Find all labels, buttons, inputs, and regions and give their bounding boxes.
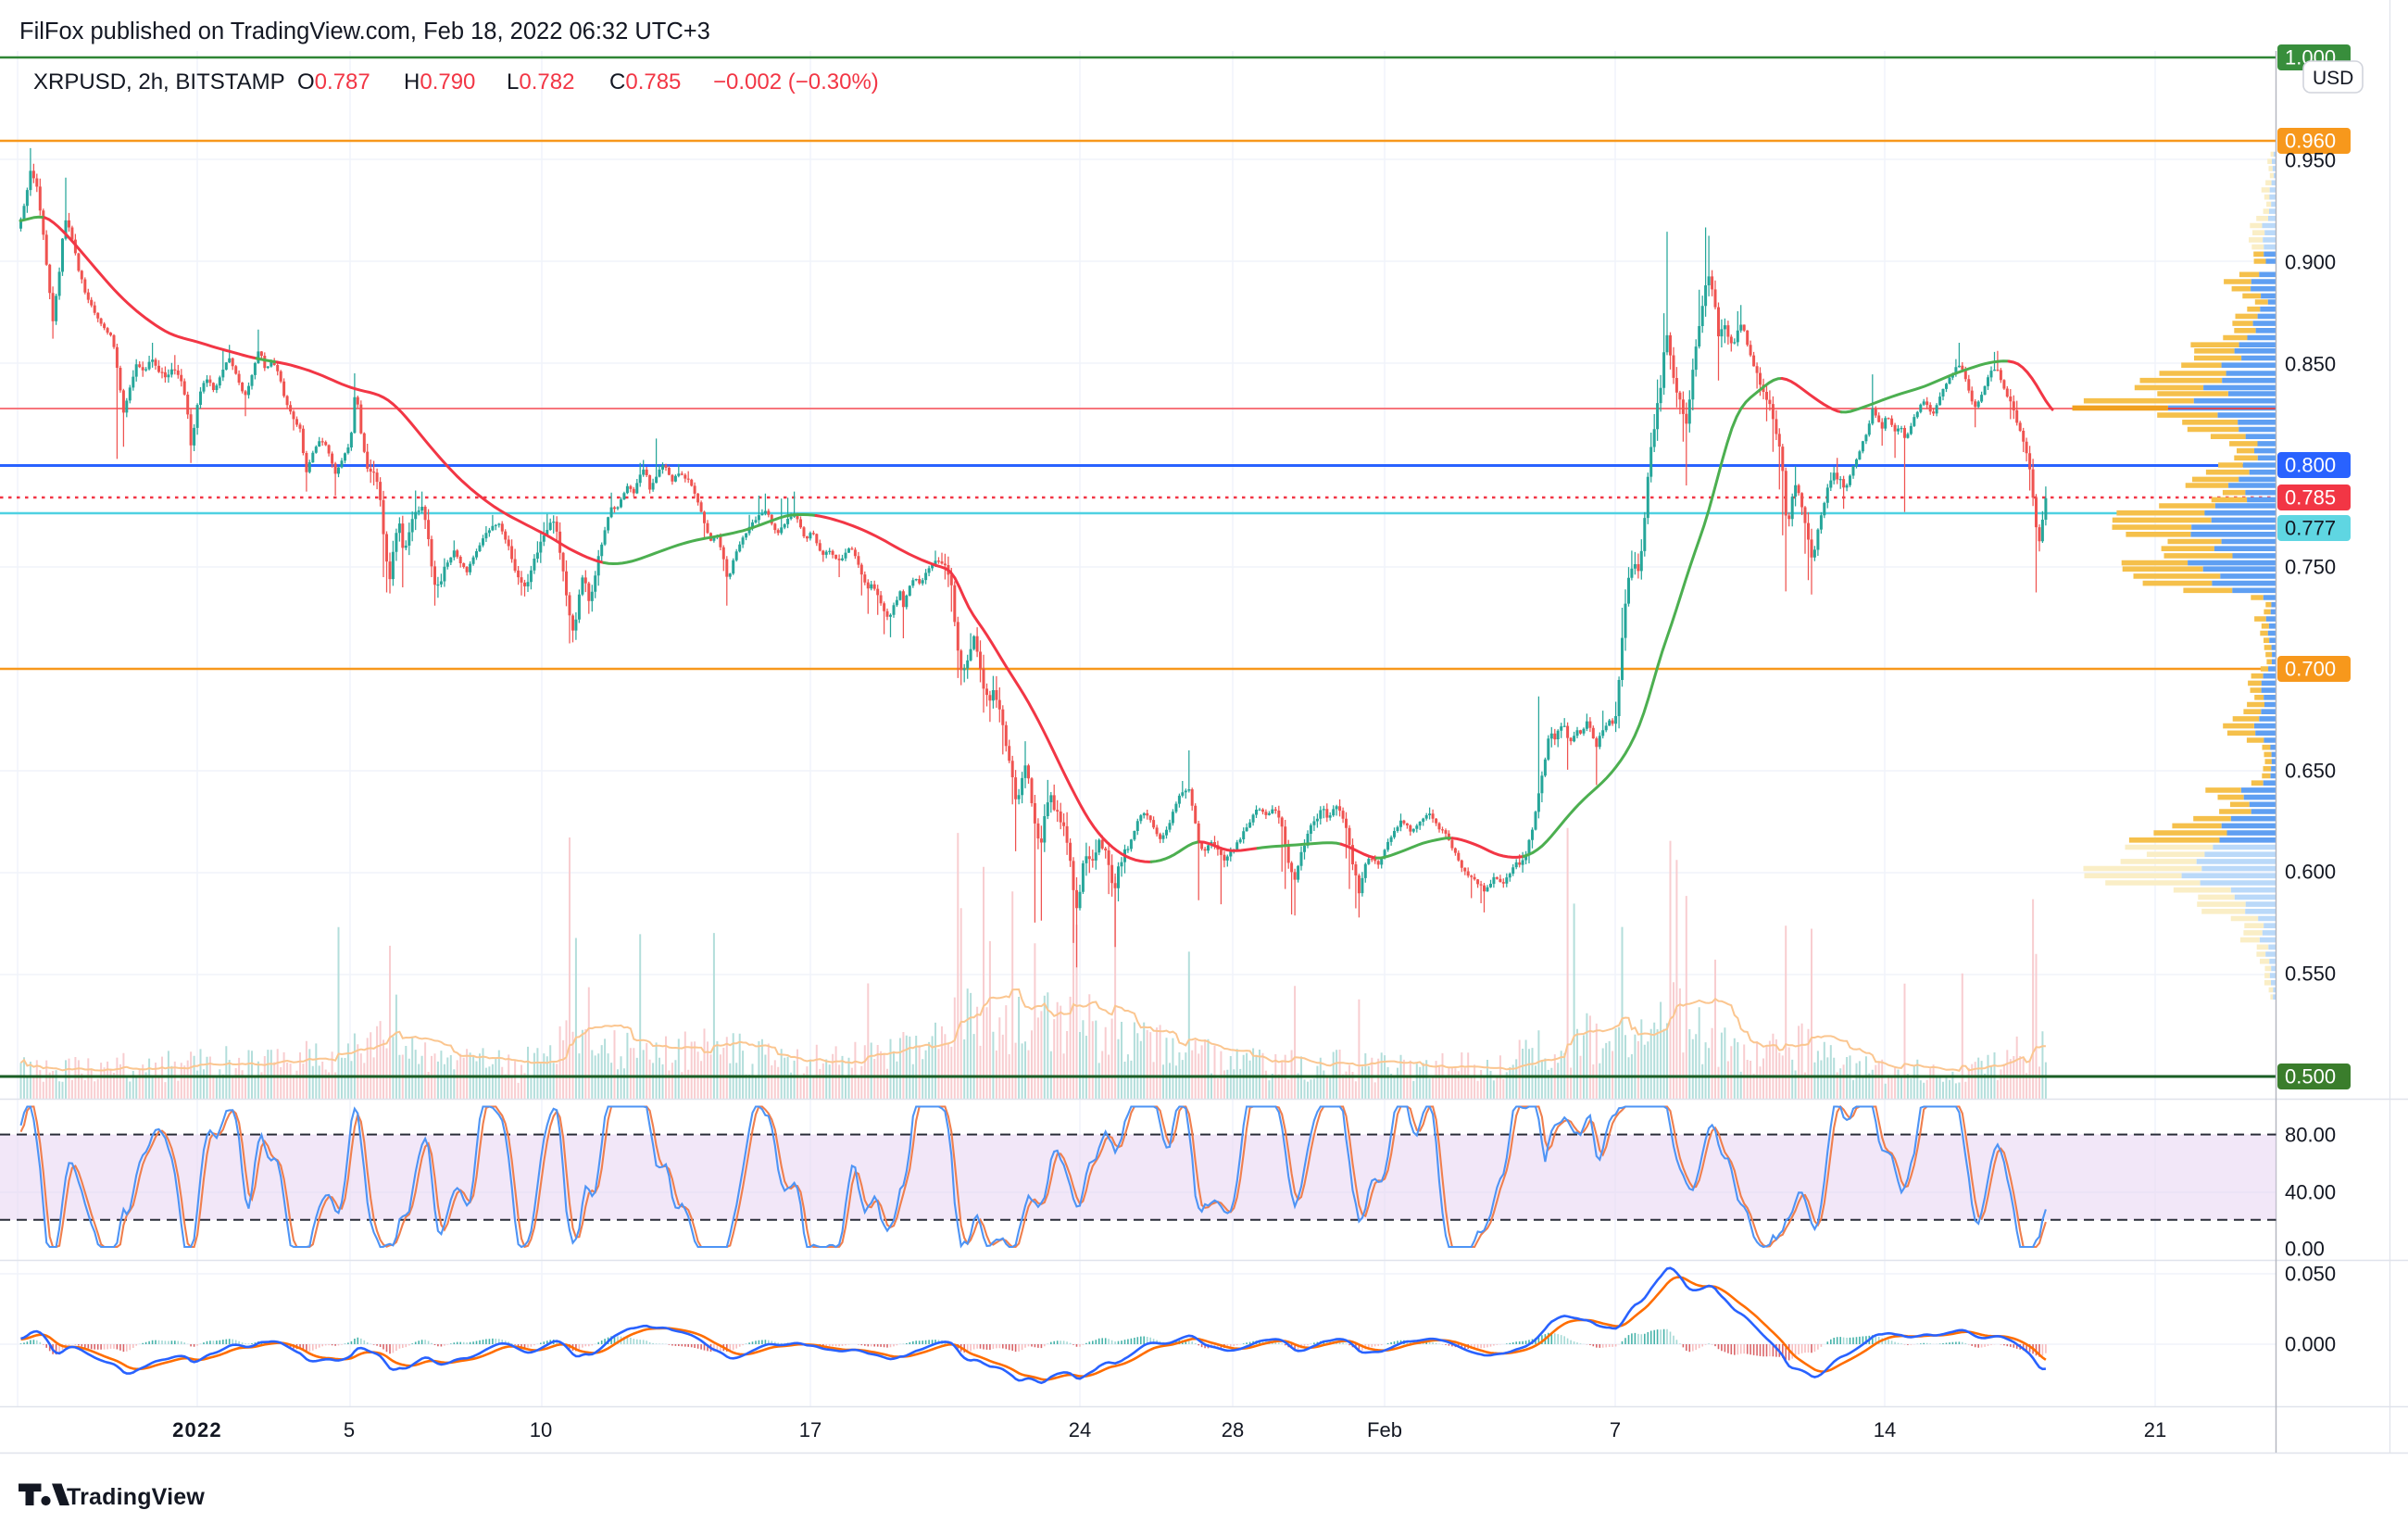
svg-text:0.600: 0.600 (2285, 861, 2336, 884)
svg-text:17: 17 (799, 1418, 821, 1441)
svg-text:0.700: 0.700 (2285, 658, 2336, 681)
svg-text:0.900: 0.900 (2285, 251, 2336, 274)
svg-text:0.750: 0.750 (2285, 556, 2336, 579)
svg-text:FilFox published on TradingVie: FilFox published on TradingView.com, Feb… (19, 19, 710, 44)
svg-text:0.00: 0.00 (2285, 1238, 2325, 1261)
svg-text:24: 24 (1069, 1418, 1091, 1441)
svg-text:0.650: 0.650 (2285, 760, 2336, 783)
svg-text:0.000: 0.000 (2285, 1333, 2336, 1356)
svg-text:10: 10 (530, 1418, 552, 1441)
svg-text:USD: USD (2313, 68, 2353, 89)
svg-text:0.777: 0.777 (2285, 517, 2336, 540)
svg-text:0.785: 0.785 (2285, 486, 2336, 510)
svg-text:H0.790: H0.790 (404, 69, 475, 94)
svg-text:XRPUSD, 2h, BITSTAMP: XRPUSD, 2h, BITSTAMP (33, 69, 285, 94)
svg-text:0.500: 0.500 (2285, 1065, 2336, 1089)
svg-text:C0.785: C0.785 (609, 69, 681, 94)
svg-text:−0.002 (−0.30%): −0.002 (−0.30%) (713, 69, 879, 94)
svg-text:0.850: 0.850 (2285, 353, 2336, 376)
svg-text:TradingView: TradingView (67, 1484, 205, 1510)
svg-text:0.550: 0.550 (2285, 963, 2336, 986)
svg-text:40.00: 40.00 (2285, 1181, 2336, 1204)
svg-text:5: 5 (344, 1418, 355, 1441)
svg-text:14: 14 (1874, 1418, 1896, 1441)
svg-text:21: 21 (2144, 1418, 2166, 1441)
svg-text:0.960: 0.960 (2285, 130, 2336, 153)
svg-text:Feb: Feb (1367, 1418, 1402, 1441)
svg-text:28: 28 (1222, 1418, 1244, 1441)
svg-text:L0.782: L0.782 (507, 69, 574, 94)
svg-text:O0.787: O0.787 (297, 69, 370, 94)
svg-text:80.00: 80.00 (2285, 1124, 2336, 1147)
svg-text:7: 7 (1610, 1418, 1621, 1441)
svg-text:0.800: 0.800 (2285, 454, 2336, 477)
svg-text:0.950: 0.950 (2285, 149, 2336, 172)
svg-text:0.050: 0.050 (2285, 1263, 2336, 1286)
svg-text:2022: 2022 (172, 1418, 222, 1441)
